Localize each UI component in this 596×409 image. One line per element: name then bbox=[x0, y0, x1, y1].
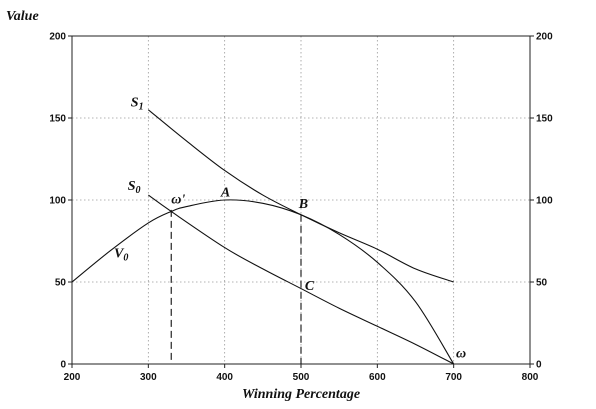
x-axis-title: Winning Percentage bbox=[242, 387, 360, 402]
annotation-label: ω' bbox=[171, 192, 185, 207]
y-tick-label-right: 0 bbox=[536, 360, 542, 371]
x-tick-label: 400 bbox=[216, 372, 233, 383]
y-tick-label-left: 50 bbox=[55, 278, 67, 289]
annotation-label: A bbox=[220, 186, 230, 201]
reference-lines bbox=[170, 209, 302, 364]
tick-labels: 200 300 400 500 600 700 8000501001502000501001… bbox=[49, 32, 553, 384]
annotation-label: S0 bbox=[128, 179, 141, 196]
annotation-label: ω bbox=[456, 346, 466, 361]
y-axis-title: Value bbox=[6, 9, 39, 24]
annotation-label: V0 bbox=[114, 246, 128, 263]
x-tick-label: 600 bbox=[369, 372, 386, 383]
y-tick-label-left: 150 bbox=[49, 114, 66, 125]
series-line-s0 bbox=[148, 194, 454, 365]
x-tick-label: 300 bbox=[140, 372, 157, 383]
x-tick-label: 800 bbox=[522, 372, 539, 383]
x-tick-label: 200 bbox=[64, 372, 81, 383]
x-tick-label: 700 bbox=[445, 372, 462, 383]
y-tick-label-left: 100 bbox=[49, 196, 66, 207]
y-tick-label-right: 150 bbox=[536, 114, 553, 125]
annotations: S1 S0 ω' A B V0 Cω bbox=[114, 96, 466, 362]
y-tick-label-right: 200 bbox=[536, 32, 553, 43]
y-tick-label-left: 200 bbox=[49, 32, 66, 43]
series-line-v0 bbox=[71, 199, 455, 365]
y-tick-label-right: 50 bbox=[536, 278, 548, 289]
annotation-label: B bbox=[298, 197, 308, 212]
y-tick-label-left: 0 bbox=[60, 360, 66, 371]
curves bbox=[71, 109, 455, 365]
y-tick-label-right: 100 bbox=[536, 196, 553, 207]
annotation-label: S1 bbox=[131, 96, 144, 113]
x-tick-label: 500 bbox=[293, 372, 310, 383]
annotation-label: C bbox=[305, 279, 315, 294]
